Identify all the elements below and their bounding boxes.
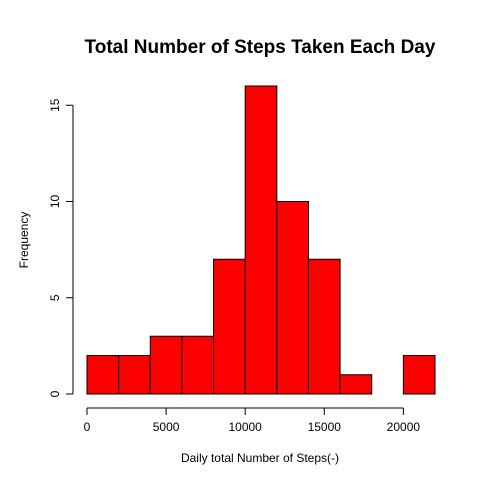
- chart-title: Total Number of Steps Taken Each Day: [85, 37, 436, 58]
- x-tick-label: 5000: [153, 420, 180, 434]
- y-axis-label: Frequency: [17, 212, 31, 269]
- histogram-bar: [214, 259, 246, 394]
- y-tick-label: 10: [48, 195, 62, 209]
- histogram-bar: [150, 336, 182, 394]
- histogram-bar: [340, 375, 372, 394]
- histogram-bar: [182, 336, 214, 394]
- histogram-bar: [87, 356, 119, 395]
- histogram-bar: [403, 356, 435, 395]
- x-axis-label: Daily total Number of Steps(-): [181, 451, 339, 465]
- x-tick-label: 10000: [228, 420, 262, 434]
- x-tick-label: 20000: [387, 420, 421, 434]
- histogram-bar: [308, 259, 340, 394]
- histogram-bar: [119, 356, 151, 395]
- histogram-bar: [277, 202, 309, 395]
- y-tick-label: 5: [48, 294, 62, 301]
- y-tick-label: 15: [48, 98, 62, 112]
- x-tick-label: 0: [84, 420, 91, 434]
- x-tick-label: 15000: [308, 420, 342, 434]
- histogram-bar: [245, 86, 277, 394]
- y-tick-label: 0: [48, 390, 62, 397]
